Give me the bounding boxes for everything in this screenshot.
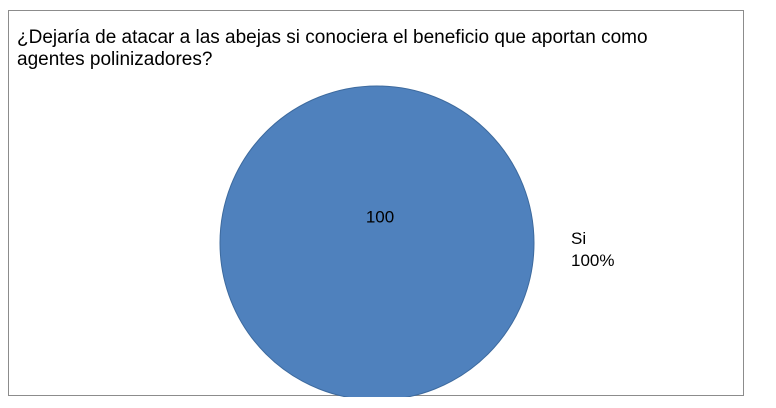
pie-slices	[219, 85, 535, 397]
slice-category-label-si: Si 100%	[571, 228, 614, 272]
slice-category-name: Si	[571, 229, 587, 248]
slice-value-label-si: 100	[366, 207, 394, 226]
slice-category-percent: 100%	[571, 251, 615, 270]
chart-frame: ¿Dejaría de atacar a las abejas si conoc…	[8, 10, 744, 397]
chart-title: ¿Dejaría de atacar a las abejas si conoc…	[17, 27, 648, 70]
pie-chart: 100	[219, 85, 535, 397]
pie-slice-si	[219, 85, 535, 397]
